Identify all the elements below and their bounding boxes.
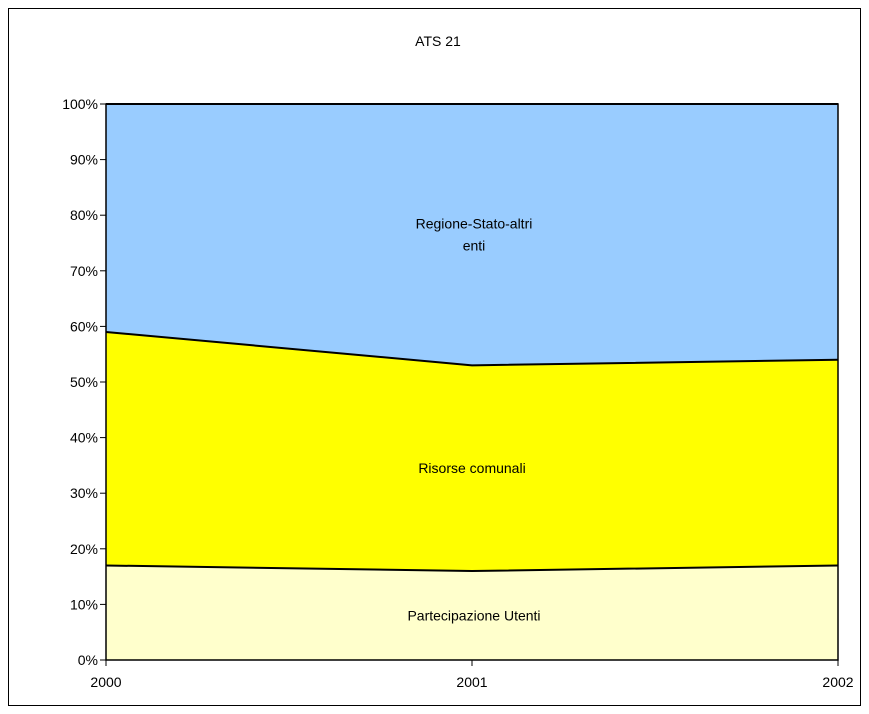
y-tick-label: 10% bbox=[70, 596, 98, 612]
axes-layer: 0% 10% 20% 30% 40% 50% 60% 70% 80% 90% 100% 2000 200… bbox=[62, 96, 854, 690]
y-tick-label: 80% bbox=[70, 207, 98, 223]
chart-title: ATS 21 bbox=[415, 33, 461, 49]
area-label: Partecipazione Utenti bbox=[407, 608, 540, 624]
x-tick-label: 2001 bbox=[456, 674, 487, 690]
y-tick-label: 90% bbox=[70, 152, 98, 168]
y-tick-label: 20% bbox=[70, 541, 98, 557]
areas-layer bbox=[106, 104, 838, 660]
y-tick-label: 60% bbox=[70, 318, 98, 334]
x-tick-label: 2002 bbox=[822, 674, 853, 690]
area-labels-layer: Partecipazione Utenti Risorse comunali Reg… bbox=[407, 216, 540, 624]
y-tick-label: 0% bbox=[78, 652, 98, 668]
x-tick-label: 2000 bbox=[90, 674, 121, 690]
area-risorse-comunali bbox=[106, 331, 838, 572]
area-partecipazione-utenti bbox=[106, 565, 838, 660]
y-tick-label: 40% bbox=[70, 430, 98, 446]
y-tick-label: 30% bbox=[70, 485, 98, 501]
area-label: Regione-Stato-altri bbox=[416, 216, 533, 232]
area-regione-stato-altri-enti bbox=[106, 104, 838, 366]
y-tick-label: 50% bbox=[70, 374, 98, 390]
area-label: enti bbox=[463, 238, 486, 254]
y-tick-label: 100% bbox=[62, 96, 98, 112]
area-label: Risorse comunali bbox=[418, 460, 525, 476]
y-tick-label: 70% bbox=[70, 263, 98, 279]
series-line-partecipazione-utenti bbox=[105, 564, 839, 573]
series-line-risorse-comunali bbox=[105, 330, 839, 367]
